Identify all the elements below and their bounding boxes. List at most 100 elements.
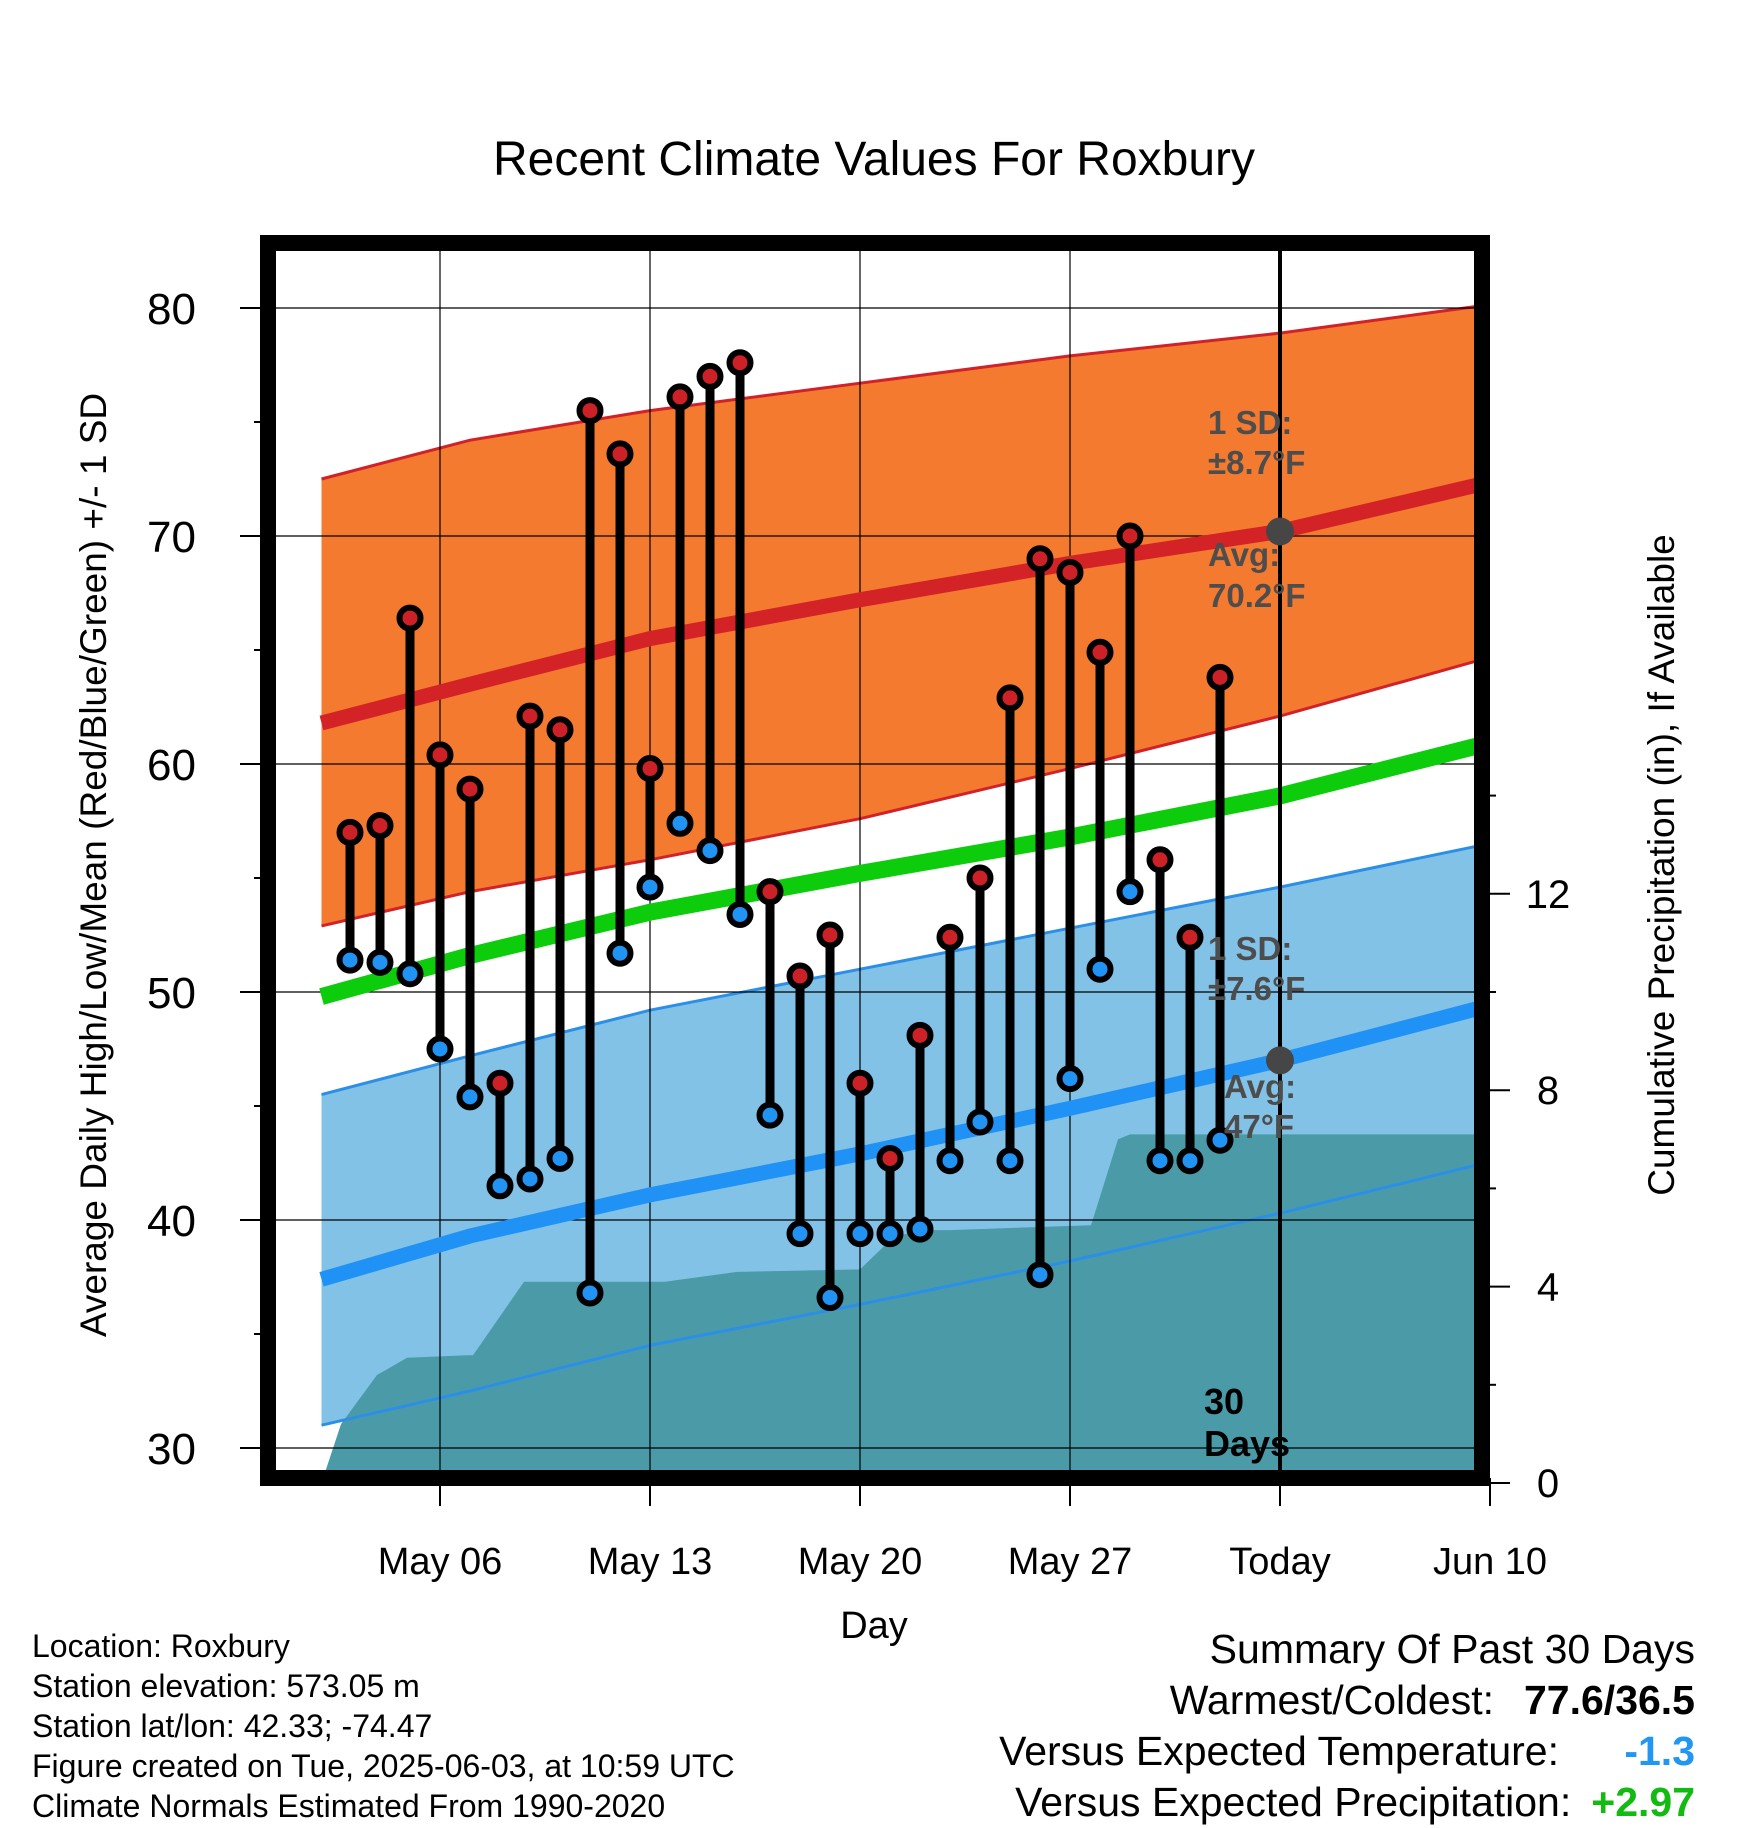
daily-high-point xyxy=(336,818,364,846)
y-axis-label: Average Daily High/Low/Mean (Red/Blue/Gr… xyxy=(73,393,114,1337)
summary-temp-row: Versus Expected Temperature: -1.3 xyxy=(999,1726,1695,1777)
x-tick-label: May 27 xyxy=(1008,1541,1133,1583)
daily-low-point xyxy=(516,1165,544,1193)
x-axis-label: Day xyxy=(840,1605,908,1647)
daily-low-point xyxy=(936,1147,964,1175)
daily-low-point xyxy=(996,1147,1024,1175)
low-avg-label: Avg: xyxy=(1224,1068,1296,1105)
daily-high-point xyxy=(846,1069,874,1097)
daily-low-point xyxy=(966,1108,994,1136)
y2-axis-label: Cumulative Precipitation (in), If Availa… xyxy=(1641,534,1682,1196)
daily-high-point xyxy=(786,962,814,990)
high-avg-value: 70.2°F xyxy=(1208,577,1306,614)
daily-low-point xyxy=(1056,1065,1084,1093)
daily-high-point xyxy=(606,440,634,468)
daily-high-point xyxy=(996,684,1024,712)
daily-low-point xyxy=(816,1284,844,1312)
summary-warmest-row: Warmest/Coldest: 77.6/36.5 xyxy=(999,1675,1695,1726)
daily-low-point xyxy=(606,939,634,967)
daily-high-point xyxy=(1146,846,1174,874)
daily-high-point xyxy=(1026,545,1054,573)
daily-high-point xyxy=(456,775,484,803)
daily-low-point xyxy=(1086,955,1114,983)
daily-low-point xyxy=(876,1220,904,1248)
daily-low-point xyxy=(1146,1147,1174,1175)
daily-low-point xyxy=(1206,1126,1234,1154)
daily-high-point xyxy=(576,397,604,425)
location-text: Location: Roxbury xyxy=(32,1628,290,1664)
daily-low-point xyxy=(666,809,694,837)
daily-low-point xyxy=(636,873,664,901)
daily-high-point xyxy=(426,741,454,769)
daily-low-point xyxy=(456,1083,484,1111)
plot-clipped-group xyxy=(268,243,1482,1478)
precip-value: +2.97 xyxy=(1591,1779,1695,1825)
temp-label: Versus Expected Temperature: xyxy=(999,1728,1559,1774)
daily-high-point xyxy=(516,702,544,730)
daily-high-point xyxy=(486,1069,514,1097)
today-high-average-marker xyxy=(1266,517,1294,546)
normals-text: Climate Normals Estimated From 1990-2020 xyxy=(32,1788,666,1824)
created-text: Figure created on Tue, 2025-06-03, at 10… xyxy=(32,1748,735,1784)
y2-tick-label: 8 xyxy=(1537,1069,1559,1113)
high-sd-value: ±8.7°F xyxy=(1208,444,1305,481)
daily-high-point xyxy=(816,921,844,949)
daily-high-point xyxy=(1116,522,1144,550)
daily-high-point xyxy=(1176,923,1204,951)
daily-low-point xyxy=(366,948,394,976)
summary-panel: Summary Of Past 30 Days Warmest/Coldest:… xyxy=(999,1624,1695,1828)
daily-high-point xyxy=(396,604,424,632)
daily-high-point xyxy=(546,716,574,744)
y-tick-label: 70 xyxy=(147,513,196,562)
daily-low-point xyxy=(1116,878,1144,906)
daily-low-point xyxy=(696,837,724,865)
daily-high-point xyxy=(906,1021,934,1049)
daily-low-point xyxy=(786,1220,814,1248)
daily-low-point xyxy=(1026,1261,1054,1289)
elevation-text: Station elevation: 573.05 m xyxy=(32,1668,420,1704)
x-tick-label: May 20 xyxy=(798,1541,923,1583)
station-info: Location: Roxbury Station elevation: 573… xyxy=(32,1626,735,1826)
y2-tick-label: 12 xyxy=(1526,873,1571,917)
daily-low-point xyxy=(756,1101,784,1129)
daily-high-point xyxy=(636,755,664,783)
today-low-average-marker xyxy=(1266,1046,1294,1075)
x-tick-label: May 13 xyxy=(588,1541,713,1583)
high-avg-label: Avg: xyxy=(1208,536,1280,573)
y-tick-label: 60 xyxy=(147,741,196,790)
latlon-text: Station lat/lon: 42.33; -74.47 xyxy=(32,1708,433,1744)
daily-low-point xyxy=(1176,1147,1204,1175)
daily-high-point xyxy=(726,349,754,377)
x-tick-label: May 06 xyxy=(378,1541,503,1583)
summary-heading: Summary Of Past 30 Days xyxy=(1209,1626,1695,1672)
daily-low-point xyxy=(396,960,424,988)
daily-low-point xyxy=(576,1279,604,1307)
days-count-label: 30 xyxy=(1204,1381,1244,1422)
low-avg-value: 47°F xyxy=(1224,1108,1294,1145)
high-sd-band xyxy=(321,305,1482,926)
daily-low-point xyxy=(336,946,364,974)
summary-precip-row: Versus Expected Precipitation: +2.97 xyxy=(999,1777,1695,1828)
low-sd-value: ±7.6°F xyxy=(1208,970,1305,1007)
daily-high-point xyxy=(1056,558,1084,586)
y-tick-label: 50 xyxy=(147,969,196,1018)
daily-high-point xyxy=(966,864,994,892)
y2-tick-label: 0 xyxy=(1537,1462,1559,1506)
x-tick-label: Today xyxy=(1229,1541,1330,1583)
daily-low-point xyxy=(906,1215,934,1243)
precip-label: Versus Expected Precipitation: xyxy=(1015,1779,1572,1825)
y-tick-label: 80 xyxy=(147,285,196,334)
daily-high-point xyxy=(936,923,964,951)
daily-high-point xyxy=(756,878,784,906)
axes: 30 40 50 60 70 80 0 4 8 12 May 06 May 13 May 20 May 2… xyxy=(147,235,1571,1583)
y-tick-label: 30 xyxy=(147,1425,196,1474)
daily-low-point xyxy=(846,1220,874,1248)
daily-high-point xyxy=(666,383,694,411)
high-sd-label: 1 SD: xyxy=(1208,404,1292,441)
warmest-label: Warmest/Coldest: xyxy=(1169,1677,1494,1723)
plot-frame xyxy=(260,235,1490,1486)
daily-low-point xyxy=(426,1035,454,1063)
low-sd-label: 1 SD: xyxy=(1208,930,1292,967)
